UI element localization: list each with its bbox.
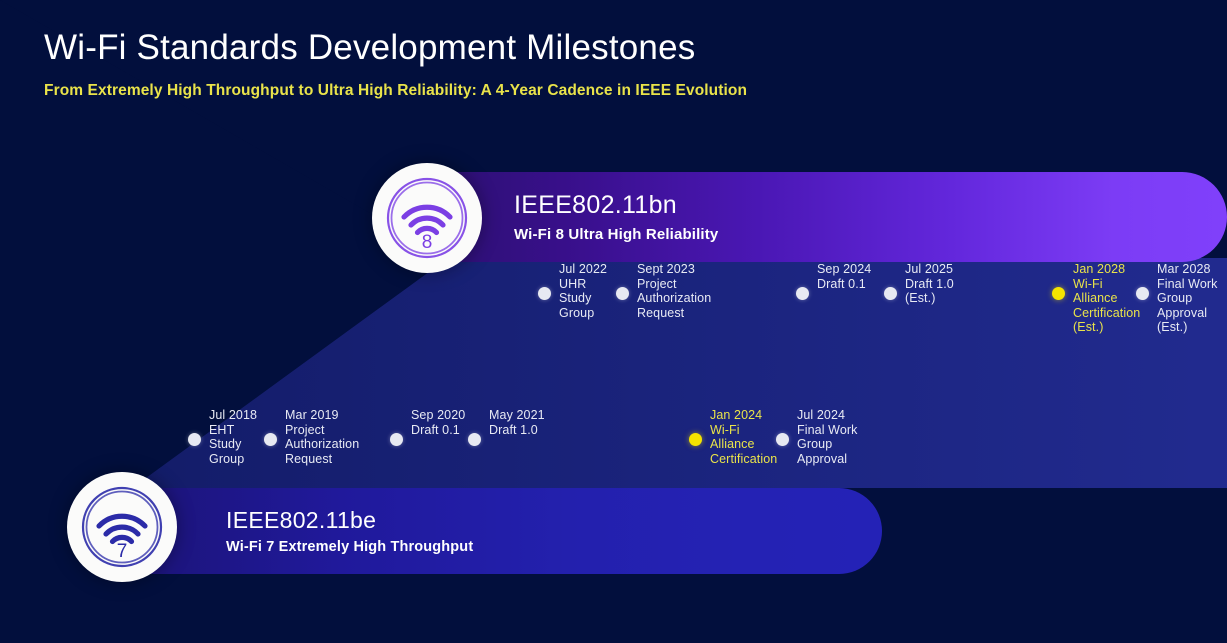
milestone-item[interactable]: Jul 2025 Draft 1.0 (Est.)	[884, 262, 954, 306]
milestone-description-line: Final Work	[797, 422, 858, 437]
milestone-date: Jan 2024	[710, 408, 763, 422]
milestone-description-line: Certification	[1073, 305, 1141, 320]
banner-wifi7-subtitle: Wi-Fi 7 Extremely High Throughput	[226, 539, 474, 556]
milestone-item[interactable]: Jul 2022 UHR Study Group	[538, 262, 607, 320]
milestone-item[interactable]: Mar 2019 Project Authorization Request	[264, 408, 359, 466]
wifi-icon: 7	[81, 486, 163, 568]
milestone-row-wifi8: Jul 2022 UHR Study Group Sept 2023 Project Aut…	[0, 262, 1227, 354]
banner-wifi8-subtitle: Wi-Fi 8 Ultra High Reliability	[514, 225, 719, 243]
milestone-description-line: Alliance	[710, 437, 755, 452]
milestone-description-line: Draft 0.1	[817, 276, 866, 291]
milestone-label: Sep 2020 Draft 0.1	[411, 408, 465, 437]
milestone-item[interactable]: Mar 2028 Final Work Group Approval (Est.)	[1136, 262, 1218, 335]
milestone-item[interactable]: Jul 2024 Final Work Group Approval	[776, 408, 858, 466]
milestone-date: Mar 2028	[1157, 262, 1211, 276]
milestone-description-line: Group	[559, 305, 595, 320]
milestone-item[interactable]: Jul 2018 EHT Study Group	[188, 408, 257, 466]
milestone-date: Mar 2019	[285, 408, 339, 422]
milestone-date: Sep 2020	[411, 408, 466, 422]
milestone-description-line: (Est.)	[1157, 320, 1188, 335]
milestone-dot	[884, 287, 897, 300]
milestone-description-line: Approval	[797, 451, 848, 466]
banner-wifi7-standard: IEEE802.11be	[226, 506, 377, 533]
milestone-date: Sept 2023	[637, 262, 695, 276]
milestone-description-line: Wi-Fi	[1073, 276, 1103, 291]
milestone-description-line: Project	[285, 422, 325, 437]
page-subtitle: From Extremely High Throughput to Ultra …	[44, 82, 748, 100]
milestone-label: Mar 2019 Project Authorization Request	[285, 408, 359, 466]
banner-wifi8-standard: IEEE802.11bn	[514, 191, 677, 220]
milestone-description-line: Study	[209, 437, 242, 452]
milestone-label: Jan 2028 Wi-Fi Alliance Certification (Est.)	[1073, 262, 1140, 335]
milestone-date: Jul 2025	[905, 262, 954, 276]
milestone-dot	[616, 287, 629, 300]
milestone-label: Mar 2028 Final Work Group Approval (Est.)	[1157, 262, 1218, 335]
milestone-date: May 2021	[489, 408, 545, 422]
milestone-label: Sep 2024 Draft 0.1	[817, 262, 871, 291]
milestone-date: Jul 2024	[797, 408, 846, 422]
badge-wifi7: 7	[67, 472, 177, 582]
milestone-item[interactable]: Jan 2024 Wi-Fi Alliance Certification	[689, 408, 777, 466]
milestone-item[interactable]: Sept 2023 Project Authorization Request	[616, 262, 711, 320]
milestone-date: Sep 2024	[817, 262, 872, 276]
milestone-description-line: Group	[1157, 291, 1193, 306]
milestone-label: Jul 2024 Final Work Group Approval	[797, 408, 858, 466]
header: Wi-Fi Standards Development Milestones F…	[44, 28, 944, 100]
milestone-dot	[1136, 287, 1149, 300]
milestone-item[interactable]: Sep 2024 Draft 0.1	[796, 262, 871, 300]
milestone-item[interactable]: May 2021 Draft 1.0	[468, 408, 545, 446]
badge-wifi7-number: 7	[117, 541, 128, 562]
milestone-dot-highlight	[1052, 287, 1065, 300]
milestone-description-line: Study	[559, 291, 592, 306]
milestone-dot	[264, 433, 277, 446]
milestone-dot	[390, 433, 403, 446]
milestone-label: Jul 2018 EHT Study Group	[209, 408, 257, 466]
banner-wifi8: IEEE802.11bn Wi-Fi 8 Ultra High Reliabil…	[418, 172, 1227, 262]
banner-wifi8-text: IEEE802.11bn Wi-Fi 8 Ultra High Reliabil…	[514, 191, 718, 243]
milestone-label: Jul 2025 Draft 1.0 (Est.)	[905, 262, 954, 306]
milestone-dot	[796, 287, 809, 300]
milestone-description-line: Group	[209, 451, 245, 466]
milestone-description-line: Request	[637, 305, 685, 320]
wifi-icon: 8	[386, 177, 468, 259]
milestone-dot-highlight	[689, 433, 702, 446]
milestone-description-line: UHR	[559, 276, 587, 291]
milestone-description-line: Final Work	[1157, 276, 1218, 291]
milestone-description-line: Request	[285, 451, 333, 466]
milestone-description-line: Draft 1.0	[905, 276, 954, 291]
banner-wifi7: IEEE802.11be Wi-Fi 7 Extremely High Thro…	[130, 488, 882, 574]
milestone-dot	[776, 433, 789, 446]
milestone-date: Jan 2028	[1073, 262, 1126, 276]
badge-wifi8: 8	[372, 163, 482, 273]
milestone-description-line: Authorization	[285, 437, 360, 452]
milestone-description-line: Approval	[1157, 305, 1208, 320]
milestone-label: Sept 2023 Project Authorization Request	[637, 262, 711, 320]
milestone-description-line: Project	[637, 276, 677, 291]
badge-wifi8-number: 8	[422, 232, 433, 253]
milestone-description-line: Authorization	[637, 291, 712, 306]
milestone-date: Jul 2018	[209, 408, 258, 422]
milestone-date: Jul 2022	[559, 262, 608, 276]
milestone-label: Jan 2024 Wi-Fi Alliance Certification	[710, 408, 777, 466]
milestone-description-line: Draft 1.0	[489, 422, 538, 437]
milestone-description-line: (Est.)	[905, 291, 936, 306]
milestone-row-wifi7: Jul 2018 EHT Study Group Mar 2019 Project Auth…	[0, 408, 1227, 496]
milestone-dot	[188, 433, 201, 446]
milestone-description-line: Certification	[710, 451, 778, 466]
milestone-description-line: Group	[797, 437, 833, 452]
milestone-description-line: (Est.)	[1073, 320, 1104, 335]
page-title: Wi-Fi Standards Development Milestones	[44, 28, 696, 67]
banner-wifi7-text: IEEE802.11be Wi-Fi 7 Extremely High Thro…	[226, 507, 473, 555]
milestone-item[interactable]: Jan 2028 Wi-Fi Alliance Certification (Est.)	[1052, 262, 1140, 335]
milestone-label: May 2021 Draft 1.0	[489, 408, 545, 437]
milestone-description-line: Wi-Fi	[710, 422, 740, 437]
milestone-description-line: EHT	[209, 422, 235, 437]
milestone-description-line: Alliance	[1073, 291, 1118, 306]
milestone-description-line: Draft 0.1	[411, 422, 460, 437]
milestone-dot	[538, 287, 551, 300]
milestone-dot	[468, 433, 481, 446]
milestone-label: Jul 2022 UHR Study Group	[559, 262, 607, 320]
milestone-item[interactable]: Sep 2020 Draft 0.1	[390, 408, 465, 446]
